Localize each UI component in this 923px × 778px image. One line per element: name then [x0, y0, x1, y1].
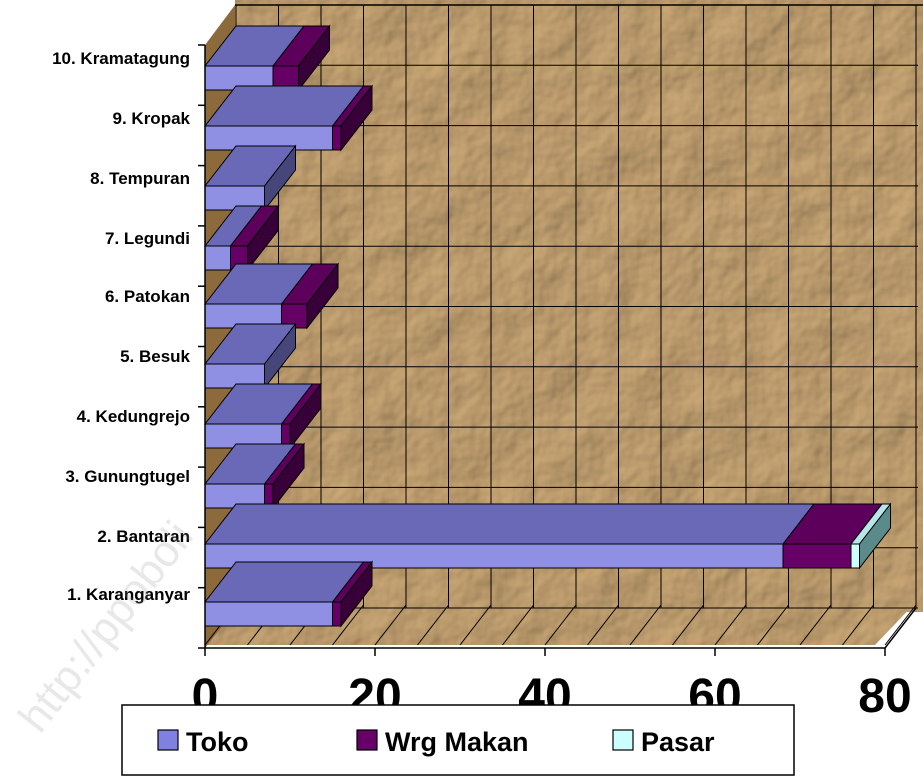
floor-grid-line: [757, 604, 789, 646]
legend-label-wrg-makan: Wrg Makan: [385, 727, 529, 757]
category-labels: 1. Karanganyar 2. Bantaran 3. Gunungtugel 4…: [52, 49, 190, 604]
bar-side-face: [272, 442, 305, 510]
floor-grid-line: [799, 604, 832, 646]
category-label: 5. Besuk: [120, 347, 190, 366]
legend-label-pasar: Pasar: [641, 727, 715, 757]
legend-swatch-toko: [157, 729, 179, 751]
floor-grid-line: [842, 604, 874, 646]
floor-grid-line: [714, 604, 747, 646]
floor-grid-line: [587, 604, 619, 646]
floor-grid-line: [332, 604, 364, 646]
bar-wrg-makan: [782, 543, 852, 569]
legend-swatch-pasar: [612, 729, 634, 751]
category-label: 6. Patokan: [105, 287, 190, 306]
bar-side-face: [306, 262, 339, 330]
legend-label-toko: Toko: [186, 727, 249, 757]
category-label: 1. Karanganyar: [67, 585, 190, 604]
category-label: 2. Bantaran: [97, 527, 190, 546]
x-axis-depth-line: [884, 607, 917, 649]
legend-box: [121, 704, 795, 776]
bar-wrg-makan: [332, 125, 342, 151]
bar-wrg-makan: [332, 601, 342, 627]
bar-toko-top: [203, 503, 816, 545]
bar-toko: [204, 245, 231, 271]
floor-grid-line: [417, 604, 449, 646]
bar-side-face: [264, 322, 296, 390]
bars: [198, 24, 917, 649]
floor-grid-line: [672, 604, 704, 646]
bar-side-face: [340, 84, 373, 152]
floor-grid-line: [502, 604, 534, 646]
category-label: 3. Gunungtugel: [65, 467, 190, 486]
bar-side-face: [264, 144, 296, 212]
category-label: 9. Kropak: [113, 109, 191, 128]
legend: Toko Wrg Makan Pasar: [121, 704, 795, 776]
bar-side-face: [289, 382, 322, 450]
bar-side-face: [298, 24, 330, 92]
floor-grid-line: [374, 604, 407, 646]
bar-toko: [204, 601, 333, 627]
floor-grid-line: [459, 604, 492, 646]
category-label: 7. Legundi: [105, 229, 190, 248]
bar-side-face: [859, 502, 891, 570]
category-label: 4. Kedungrejo: [77, 407, 190, 426]
bar-side-face: [340, 560, 373, 628]
x-tick-label: 80: [858, 670, 911, 723]
floor-grid-line: [629, 604, 662, 646]
category-label: 8. Tempuran: [90, 169, 190, 188]
legend-swatch-wrg-makan: [356, 729, 378, 751]
category-label: 10. Kramatagung: [52, 49, 190, 68]
bar-pasar: [850, 543, 860, 569]
floor-grid-line: [884, 604, 917, 646]
floor-grid-line: [544, 604, 577, 646]
bar-side-face: [247, 204, 279, 272]
